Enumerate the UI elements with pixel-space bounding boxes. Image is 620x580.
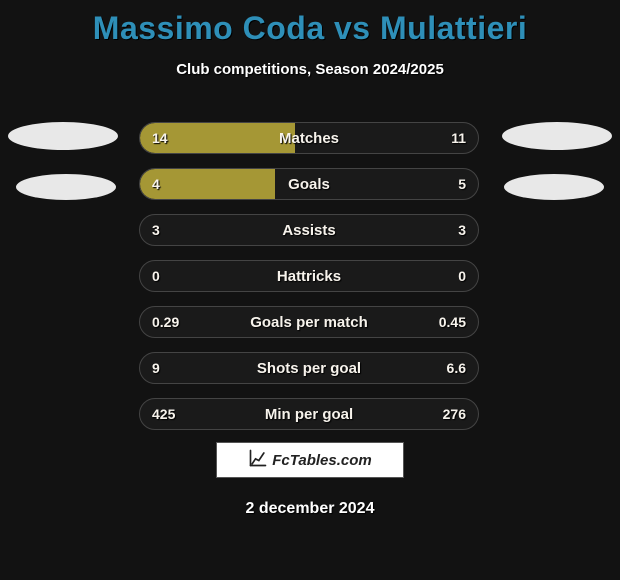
stat-label: Min per goal <box>140 399 478 429</box>
stat-value-right: 276 <box>443 399 466 429</box>
stat-row: 0Hattricks0 <box>139 260 479 292</box>
stat-value-left: 0 <box>152 261 160 291</box>
stat-value-right: 5 <box>458 169 466 199</box>
chart-icon <box>248 448 268 472</box>
watermark-text: FcTables.com <box>272 452 371 469</box>
watermark: FcTables.com <box>216 442 404 478</box>
date-text: 2 december 2024 <box>0 500 620 518</box>
stat-value-right: 11 <box>451 123 466 153</box>
stat-row: 425Min per goal276 <box>139 398 479 430</box>
stat-row: 0.29Goals per match0.45 <box>139 306 479 338</box>
stat-row: 14Matches11 <box>139 122 479 154</box>
stat-value-right: 0 <box>458 261 466 291</box>
page-title: Massimo Coda vs Mulattieri <box>0 0 620 47</box>
avatar-placeholder-right-2 <box>504 174 604 200</box>
stat-bar-left <box>140 169 275 199</box>
stat-value-left: 3 <box>152 215 160 245</box>
stat-value-left: 425 <box>152 399 175 429</box>
subtitle: Club competitions, Season 2024/2025 <box>0 61 620 78</box>
avatar-placeholder-left-2 <box>16 174 116 200</box>
stat-label: Goals per match <box>140 307 478 337</box>
stat-row: 4Goals5 <box>139 168 479 200</box>
avatar-placeholder-right-1 <box>502 122 612 150</box>
stat-value-right: 0.45 <box>439 307 466 337</box>
stat-label: Hattricks <box>140 261 478 291</box>
avatar-placeholder-left-1 <box>8 122 118 150</box>
stat-bar-left <box>140 123 295 153</box>
stat-row: 9Shots per goal6.6 <box>139 352 479 384</box>
stat-row: 3Assists3 <box>139 214 479 246</box>
stats-block: 14Matches11 4Goals5 3Assists3 0Hattricks0 0.… <box>139 122 479 444</box>
stat-label: Assists <box>140 215 478 245</box>
stat-value-left: 9 <box>152 353 160 383</box>
stat-label: Shots per goal <box>140 353 478 383</box>
stat-value-right: 6.6 <box>447 353 466 383</box>
stat-value-right: 3 <box>458 215 466 245</box>
stat-value-left: 0.29 <box>152 307 179 337</box>
